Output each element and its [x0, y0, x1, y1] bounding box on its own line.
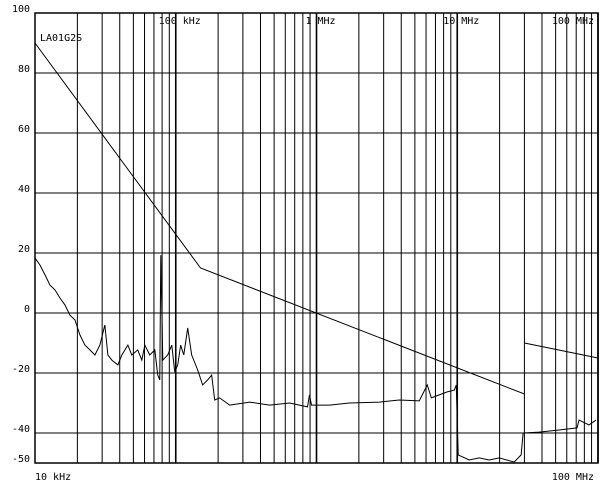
y-tick-label: -40 [12, 424, 30, 435]
y-tick-label: -50 [12, 454, 30, 465]
series-line [34, 255, 597, 463]
plot-frame [34, 12, 599, 464]
y-tick-label: 40 [18, 184, 30, 195]
x-tick-label-top: 100 kHz [159, 16, 201, 27]
annotation: LA01G2S [40, 33, 82, 44]
x-tick-label-top: 10 MHz [443, 16, 479, 27]
y-tick-label: 100 [12, 4, 30, 15]
y-tick-label: -20 [12, 364, 30, 375]
y-tick-label: 60 [18, 124, 30, 135]
y-tick-label: 0 [24, 304, 30, 315]
x-tick-label: 10 kHz [35, 472, 71, 483]
series-line [34, 42, 525, 395]
series-line [524, 342, 599, 359]
x-tick-label-top: 1 MHz [305, 16, 335, 27]
x-tick-label: 100 MHz [552, 472, 594, 483]
y-tick-label: 20 [18, 244, 30, 255]
y-tick-label: 80 [18, 64, 30, 75]
x-tick-label-top: 100 MHz [552, 16, 594, 27]
